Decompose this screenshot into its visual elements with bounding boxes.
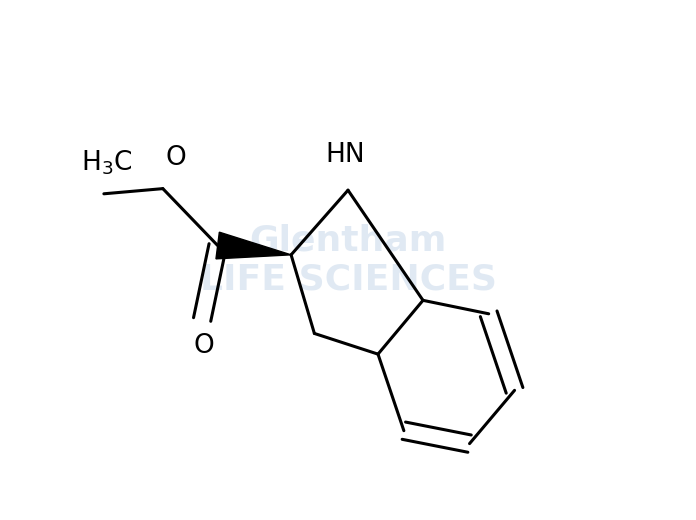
- Text: O: O: [166, 145, 186, 171]
- Text: O: O: [193, 333, 214, 359]
- Text: H$_3$C: H$_3$C: [81, 149, 132, 177]
- Text: HN: HN: [326, 142, 365, 168]
- Text: Glentham
LIFE SCIENCES: Glentham LIFE SCIENCES: [200, 223, 496, 297]
- Polygon shape: [216, 232, 291, 259]
